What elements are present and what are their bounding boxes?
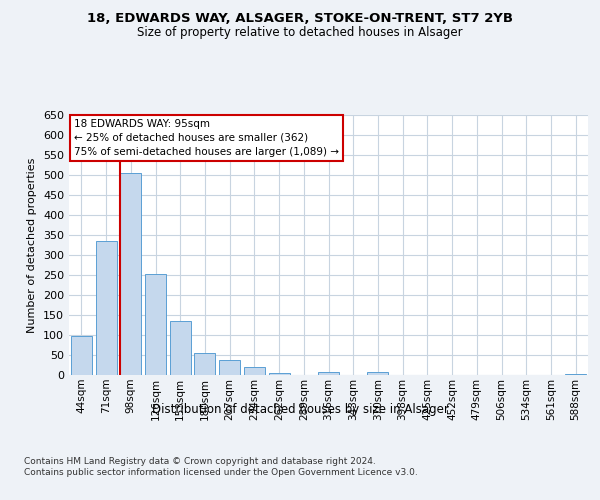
- Bar: [145, 274, 166, 375]
- Bar: [244, 367, 265, 375]
- Bar: [367, 372, 388, 375]
- Y-axis label: Number of detached properties: Number of detached properties: [28, 158, 37, 332]
- Bar: [269, 372, 290, 375]
- Text: Contains HM Land Registry data © Crown copyright and database right 2024.
Contai: Contains HM Land Registry data © Crown c…: [24, 458, 418, 477]
- Bar: [318, 372, 339, 375]
- Bar: [170, 320, 191, 375]
- Bar: [194, 354, 215, 375]
- Text: 18 EDWARDS WAY: 95sqm
← 25% of detached houses are smaller (362)
75% of semi-det: 18 EDWARDS WAY: 95sqm ← 25% of detached …: [74, 119, 339, 157]
- Bar: [95, 242, 116, 375]
- Text: 18, EDWARDS WAY, ALSAGER, STOKE-ON-TRENT, ST7 2YB: 18, EDWARDS WAY, ALSAGER, STOKE-ON-TRENT…: [87, 12, 513, 26]
- Bar: [565, 374, 586, 375]
- Bar: [120, 173, 141, 375]
- Text: Size of property relative to detached houses in Alsager: Size of property relative to detached ho…: [137, 26, 463, 39]
- Bar: [219, 360, 240, 375]
- Text: Distribution of detached houses by size in Alsager: Distribution of detached houses by size …: [152, 402, 448, 415]
- Bar: [71, 336, 92, 375]
